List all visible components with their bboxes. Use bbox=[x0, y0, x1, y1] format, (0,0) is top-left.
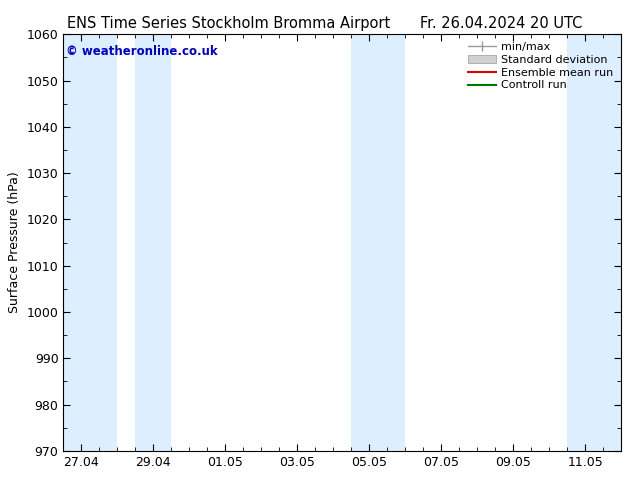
Bar bbox=[567, 34, 621, 451]
Bar bbox=[351, 34, 387, 451]
Legend: min/max, Standard deviation, Ensemble mean run, Controll run: min/max, Standard deviation, Ensemble me… bbox=[463, 38, 618, 95]
Text: ENS Time Series Stockholm Bromma Airport: ENS Time Series Stockholm Bromma Airport bbox=[67, 16, 390, 31]
Bar bbox=[63, 34, 117, 451]
Bar bbox=[136, 34, 171, 451]
Bar bbox=[387, 34, 405, 451]
Text: Fr. 26.04.2024 20 UTC: Fr. 26.04.2024 20 UTC bbox=[420, 16, 582, 31]
Y-axis label: Surface Pressure (hPa): Surface Pressure (hPa) bbox=[8, 172, 21, 314]
Text: © weatheronline.co.uk: © weatheronline.co.uk bbox=[66, 45, 218, 58]
